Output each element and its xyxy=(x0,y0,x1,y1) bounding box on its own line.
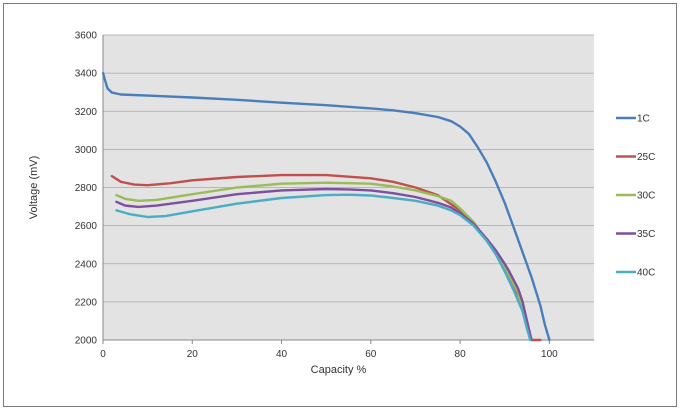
legend-label-40c: 40C xyxy=(637,268,655,279)
y-axis-title: Voltage (mV) xyxy=(28,156,40,220)
gridlines xyxy=(102,34,594,341)
y-tick-label: 2600 xyxy=(75,221,98,232)
x-axis-ticks: 0 20 40 60 80 100 xyxy=(100,340,558,360)
x-tick-label: 40 xyxy=(276,349,288,360)
y-tick-label: 2800 xyxy=(75,183,98,194)
y-axis-ticks: 2000 2200 2400 2600 2800 3000 3200 3400 3600 xyxy=(75,31,98,347)
series-line-35c xyxy=(115,187,533,342)
legend-label-1c: 1C xyxy=(637,114,650,125)
y-tick-label: 3600 xyxy=(75,31,98,42)
series-line-40c xyxy=(115,193,532,342)
series-lines xyxy=(101,71,551,342)
x-tick-label: 20 xyxy=(187,349,199,360)
legend-label-35c: 35C xyxy=(637,229,655,240)
y-tick-label: 2200 xyxy=(75,297,98,308)
x-tick-label: 0 xyxy=(100,349,106,360)
legend-label-30c: 30C xyxy=(637,191,655,202)
x-tick-label: 80 xyxy=(455,349,467,360)
y-tick-label: 3200 xyxy=(75,107,98,118)
x-tick-label: 60 xyxy=(365,349,377,360)
x-tick-label: 100 xyxy=(541,349,558,360)
legend: 1C 25C 30C 35C 40C xyxy=(616,114,655,279)
y-tick-label: 2400 xyxy=(75,259,98,270)
chart-frame: 2000 2200 2400 2600 2800 3000 3200 3400 3600 0 20… xyxy=(3,3,677,407)
series-line-1c xyxy=(101,71,551,342)
y-tick-label: 3000 xyxy=(75,145,98,156)
y-tick-label: 3400 xyxy=(75,69,98,80)
y-tick-label: 2000 xyxy=(75,336,98,347)
legend-label-25c: 25C xyxy=(637,152,655,163)
x-axis-title: Capacity % xyxy=(311,364,367,376)
series-line-30c xyxy=(115,181,533,342)
